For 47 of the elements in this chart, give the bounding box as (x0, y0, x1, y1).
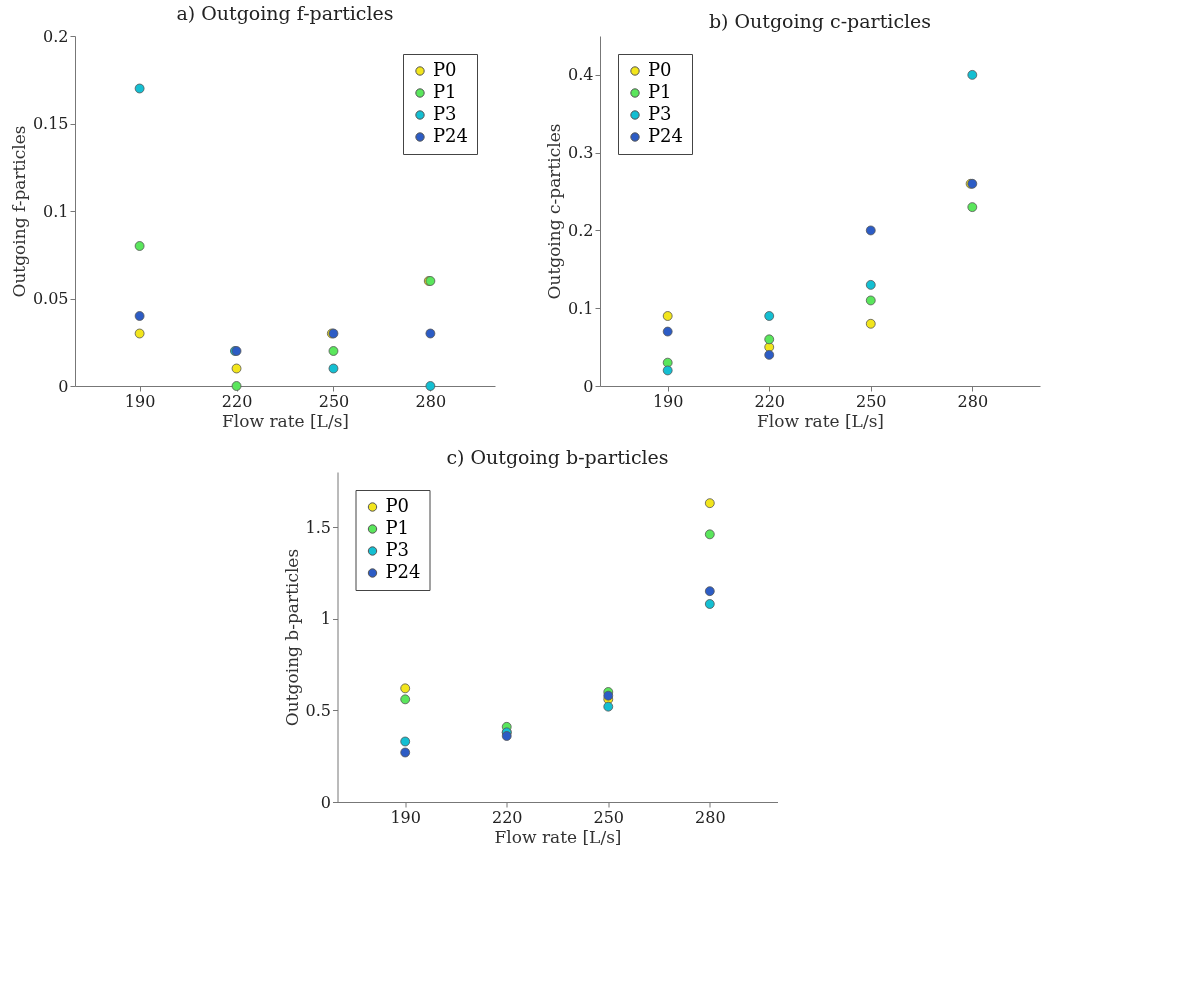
chart-title: a) Outgoing f-particles (176, 2, 394, 24)
x-tick-label: 250 (856, 391, 887, 411)
x-tick-label: 280 (957, 391, 989, 411)
legend-label: P24 (433, 125, 469, 146)
legend-label: P0 (648, 59, 672, 80)
x-tick-label: 220 (221, 391, 253, 411)
y-tick-label: 0.15 (32, 114, 69, 133)
x-tick-label: 250 (593, 807, 625, 827)
y-tick-label: 0 (58, 376, 69, 396)
y-tick-label: 0.1 (568, 298, 594, 318)
y-tick-label: 0.5 (305, 700, 331, 720)
y-tick-label: 0.4 (568, 65, 594, 85)
x-axis-title: Flow rate [L/s] (757, 410, 884, 431)
y-tick-label: 1.5 (305, 517, 331, 537)
y-axis-title: Outgoing c-particles (544, 123, 565, 300)
legend-label: P24 (648, 125, 684, 146)
x-tick-label: 190 (652, 391, 684, 411)
chart-title: c) Outgoing b-particles (446, 446, 669, 468)
legend-label: P0 (385, 495, 410, 516)
y-tick-label: 0 (583, 376, 594, 396)
x-tick-label: 220 (754, 391, 785, 411)
y-tick-label: 1 (320, 609, 331, 629)
x-tick-label: 280 (695, 807, 726, 827)
y-tick-label: 0.05 (32, 289, 69, 308)
chart-title: b) Outgoing c-particles (708, 10, 932, 32)
y-tick-label: 0.2 (43, 26, 69, 46)
legend-label: P1 (648, 81, 672, 102)
x-tick-label: 190 (124, 391, 156, 411)
legend-label: P24 (385, 561, 421, 582)
legend-label: P1 (385, 517, 410, 538)
x-axis-title: Flow rate [L/s] (494, 826, 622, 847)
y-tick-label: 0 (320, 792, 331, 812)
x-tick-label: 220 (491, 807, 523, 827)
y-tick-label: 0.2 (568, 220, 594, 240)
legend-label: P3 (433, 103, 457, 124)
x-tick-label: 280 (415, 391, 447, 411)
legend-label: P1 (433, 81, 457, 102)
x-tick-label: 250 (318, 391, 350, 411)
legend-label: P3 (385, 539, 410, 560)
x-tick-label: 190 (390, 807, 421, 827)
y-tick-label: 0.3 (568, 143, 594, 163)
y-tick-label: 0.1 (43, 201, 69, 221)
x-axis-title: Flow rate [L/s] (222, 410, 349, 431)
y-axis-title: Outgoing f-particles (8, 125, 29, 298)
legend-label: P0 (433, 59, 457, 80)
legend-label: P3 (648, 103, 672, 124)
y-axis-title: Outgoing b-particles (281, 548, 302, 727)
